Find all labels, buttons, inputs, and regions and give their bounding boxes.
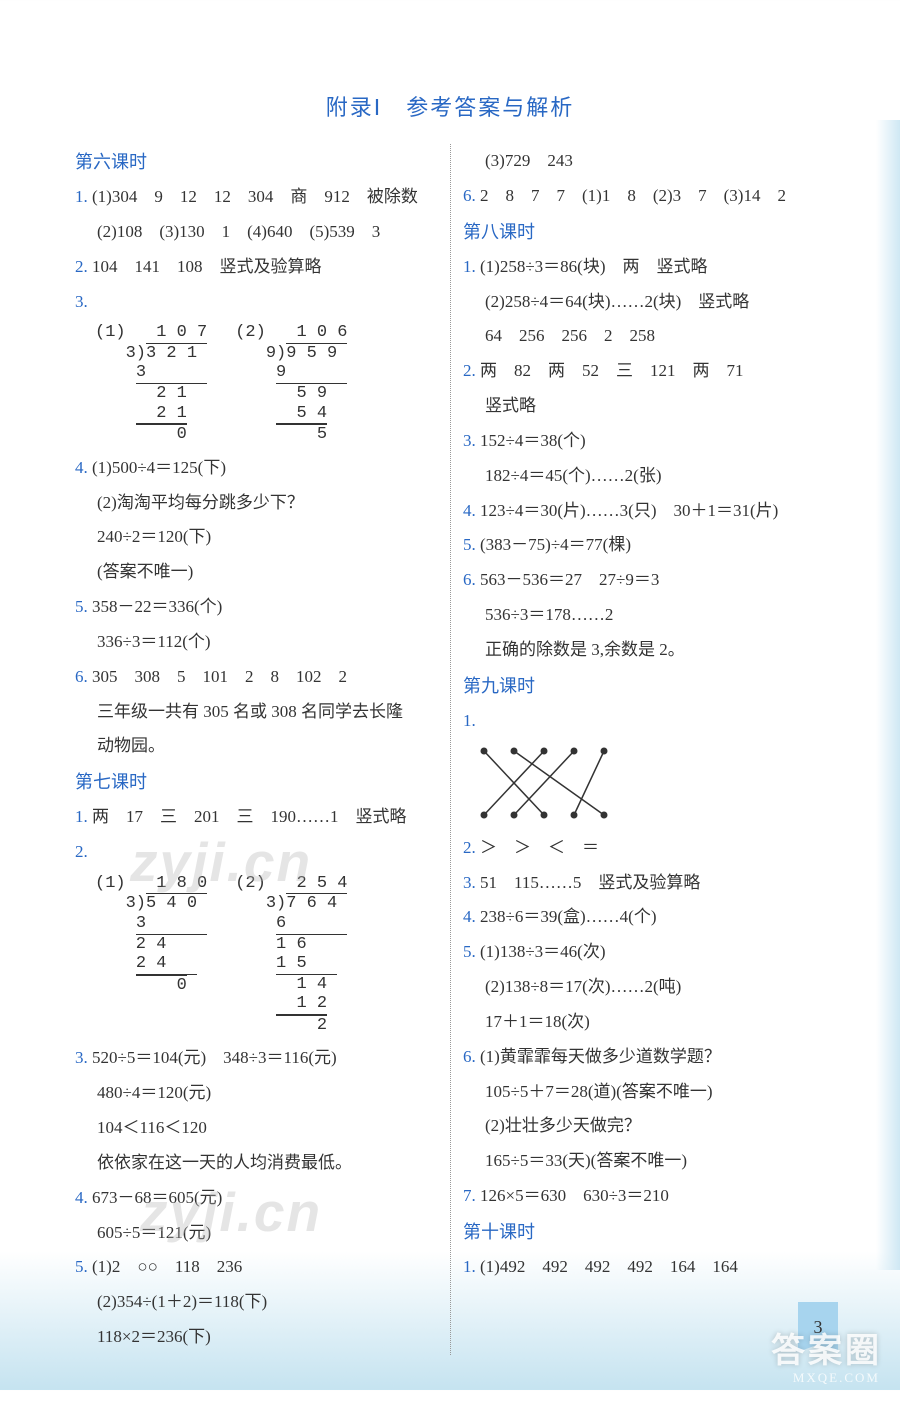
- q82a: 两 82 两 52 三 121 两 71: [480, 361, 744, 380]
- q6b: 三年级一共有 305 名或 308 名同学去长隆: [75, 695, 438, 730]
- q1-line: 1. (1)304 9 12 12 304 商 912 被除数: [75, 180, 438, 215]
- q4d: (答案不唯一): [75, 555, 438, 590]
- q73d: 依依家在这一天的人均消费最低。: [75, 1146, 438, 1181]
- q96a: (1)黄霏霏每天做多少道数学题？: [480, 1047, 721, 1066]
- q83b: 182÷4＝45(个)……2(张): [463, 459, 825, 494]
- left-column: 第六课时 1. (1)304 9 12 12 304 商 912 被除数 (2)…: [75, 144, 450, 1355]
- q92: ＞ ＞ ＜ ＝: [480, 838, 599, 857]
- q4a: (1)500÷4＝125(下): [92, 458, 226, 477]
- q73c: 104＜116＜120: [75, 1111, 438, 1146]
- q6a: 305 308 5 101 2 8 102 2: [92, 667, 347, 686]
- q75a: (1)2 ○○ 118 236: [92, 1257, 242, 1276]
- right-column: (3)729 243 6. 2 8 7 7 (1)1 8 (2)3 7 (3)1…: [450, 144, 825, 1355]
- section-6: 第六课时: [75, 148, 438, 174]
- q73b: 480÷4＝120(元): [75, 1076, 438, 1111]
- section-7: 第七课时: [75, 768, 438, 794]
- q85: (383－75)÷4＝77(棵): [480, 535, 631, 554]
- q95c: 17＋1＝18(次): [463, 1005, 825, 1040]
- q1b: (2)108 (3)130 1 (4)640 (5)539 3: [75, 215, 438, 250]
- corner-stamp: 答案圈: [771, 1323, 882, 1372]
- q83a-line: 3. 152÷4＝38(个): [463, 424, 825, 459]
- q5a: 358－22＝336(个): [92, 597, 222, 616]
- longdiv-row-2: (1) 1 8 0 3)5 4 0 3 2 4 2 4 0 (2) 2 5 4 …: [95, 874, 438, 1035]
- q6c: 动物园。: [75, 729, 438, 764]
- q93: 51 115……5 竖式及验算略: [480, 873, 700, 892]
- site-url: MXQE.COM: [793, 1370, 880, 1386]
- page: 附录Ⅰ 参考答案与解析 第六课时 1. (1)304 9 12 12 304 商…: [0, 0, 900, 1415]
- q101-line: 1. (1)492 492 492 492 164 164: [463, 1250, 825, 1285]
- q3-line: 3.: [75, 285, 438, 320]
- q73a-line: 3. 520÷5＝104(元) 348÷3＝116(元): [75, 1041, 438, 1076]
- q4a-line: 4. (1)500÷4＝125(下): [75, 451, 438, 486]
- q75a-line: 5. (1)2 ○○ 118 236: [75, 1250, 438, 1285]
- longdiv-4: (2) 2 5 4 3)7 6 4 6 1 6 1 5 1 4 1 2 2: [235, 874, 347, 1035]
- q71-line: 1. 两 17 三 201 三 190……1 竖式略: [75, 800, 438, 835]
- q74a-line: 4. 673－68＝605(元): [75, 1181, 438, 1216]
- q86a: 563－536＝27 27÷9＝3: [480, 570, 659, 589]
- q74a: 673－68＝605(元): [92, 1188, 222, 1207]
- q83a: 152÷4＝38(个): [480, 431, 586, 450]
- q86c: 正确的除数是 3,余数是 2。: [463, 633, 825, 668]
- r5c: (3)729 243: [463, 144, 825, 179]
- r6-line: 6. 2 8 7 7 (1)1 8 (2)3 7 (3)14 2: [463, 179, 825, 214]
- q95a-line: 5. (1)138÷3＝46(次): [463, 935, 825, 970]
- q97-line: 7. 126×5＝630 630÷3＝210: [463, 1179, 825, 1214]
- q81b: (2)258÷4＝64(块)……2(块) 竖式略: [463, 285, 825, 320]
- matching-diagram: [469, 743, 619, 823]
- q96a-line: 6. (1)黄霏霏每天做多少道数学题？: [463, 1040, 825, 1075]
- q81a-line: 1. (1)258÷3＝86(块) 两 竖式略: [463, 250, 825, 285]
- longdiv-row-1: (1) 1 0 7 3)3 2 1 3 2 1 2 1 0 (2) 1 0 6 …: [95, 323, 438, 444]
- q92-line: 2. ＞ ＞ ＜ ＝: [463, 831, 825, 866]
- longdiv-3: (1) 1 8 0 3)5 4 0 3 2 4 2 4 0: [95, 874, 207, 995]
- q2: 104 141 108 竖式及验算略: [92, 257, 322, 276]
- q84: 123÷4＝30(片)……3(只) 30＋1＝31(片): [480, 501, 778, 520]
- q93-line: 3. 51 115……5 竖式及验算略: [463, 866, 825, 901]
- columns: 第六课时 1. (1)304 9 12 12 304 商 912 被除数 (2)…: [75, 144, 825, 1355]
- q4b: (2)淘淘平均每分跳多少下？: [75, 486, 438, 521]
- q94: 238÷6＝39(盒)……4(个): [480, 907, 656, 926]
- q4c: 240÷2＝120(下): [75, 520, 438, 555]
- page-title: 附录Ⅰ 参考答案与解析: [75, 90, 825, 122]
- section-8: 第八课时: [463, 218, 825, 244]
- q96c: (2)壮壮多少天做完？: [463, 1109, 825, 1144]
- q75b: (2)354÷(1＋2)＝118(下): [75, 1285, 438, 1320]
- q81c: 64 256 256 2 258: [463, 319, 825, 354]
- q85-line: 5. (383－75)÷4＝77(棵): [463, 528, 825, 563]
- q95a: (1)138÷3＝46(次): [480, 942, 605, 961]
- q101: (1)492 492 492 492 164 164: [480, 1257, 738, 1276]
- q95b: (2)138÷8＝17(次)……2(吨): [463, 970, 825, 1005]
- q2-line: 2. 104 141 108 竖式及验算略: [75, 250, 438, 285]
- longdiv-1: (1) 1 0 7 3)3 2 1 3 2 1 2 1 0: [95, 323, 207, 444]
- q96d: 165÷5＝33(天)(答案不唯一): [463, 1144, 825, 1179]
- section-10: 第十课时: [463, 1218, 825, 1244]
- q75c: 118×2＝236(下): [75, 1320, 438, 1355]
- q74b: 605÷5＝121(元): [75, 1216, 438, 1251]
- q82a-line: 2. 两 82 两 52 三 121 两 71: [463, 354, 825, 389]
- q86b: 536÷3＝178……2: [463, 598, 825, 633]
- section-9: 第九课时: [463, 672, 825, 698]
- r6: 2 8 7 7 (1)1 8 (2)3 7 (3)14 2: [480, 186, 786, 205]
- q5a-line: 5. 358－22＝336(个): [75, 590, 438, 625]
- q72-line: 2.: [75, 835, 438, 870]
- q86a-line: 6. 563－536＝27 27÷9＝3: [463, 563, 825, 598]
- q71: 两 17 三 201 三 190……1 竖式略: [92, 807, 407, 826]
- q1a: (1)304 9 12 12 304 商 912 被除数: [92, 187, 418, 206]
- q84-line: 4. 123÷4＝30(片)……3(只) 30＋1＝31(片): [463, 494, 825, 529]
- q82b: 竖式略: [463, 389, 825, 424]
- q91-line: 1.: [463, 704, 825, 739]
- q5b: 336÷3＝112(个): [75, 625, 438, 660]
- q97: 126×5＝630 630÷3＝210: [480, 1186, 669, 1205]
- q6a-line: 6. 305 308 5 101 2 8 102 2: [75, 660, 438, 695]
- q94-line: 4. 238÷6＝39(盒)……4(个): [463, 900, 825, 935]
- q81a: (1)258÷3＝86(块) 两 竖式略: [480, 257, 707, 276]
- q96b: 105÷5＋7＝28(道)(答案不唯一): [463, 1075, 825, 1110]
- longdiv-2: (2) 1 0 6 9)9 5 9 9 5 9 5 4 5: [235, 323, 347, 444]
- q73a: 520÷5＝104(元) 348÷3＝116(元): [92, 1048, 337, 1067]
